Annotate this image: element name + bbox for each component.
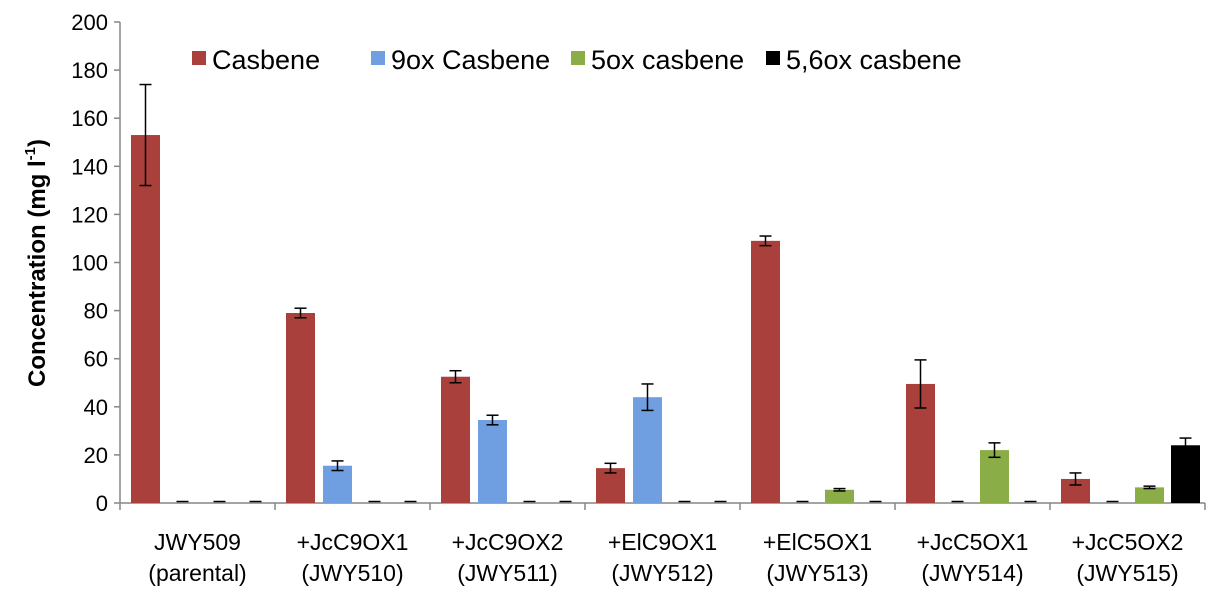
error-bar	[641, 383, 654, 412]
x-tick-label: JWY509	[154, 529, 241, 555]
error-bar	[1143, 485, 1156, 490]
y-tick-label: 0	[96, 491, 108, 516]
y-tick-label: 40	[84, 395, 108, 420]
x-tick-label-sub: (JWY514)	[921, 560, 1023, 586]
bar	[323, 465, 352, 503]
bar	[980, 450, 1009, 503]
y-tick-label: 160	[71, 106, 108, 131]
bar	[441, 376, 470, 503]
x-tick-label-sub: (JWY512)	[611, 560, 713, 586]
y-tick-label: 140	[71, 154, 108, 179]
error-bar	[486, 414, 499, 426]
x-tick-label-sub: (JWY515)	[1076, 560, 1178, 586]
bar	[1135, 487, 1164, 503]
legend-label: 9ox Casbene	[391, 45, 550, 75]
x-tick-label: +JcC9OX2	[452, 529, 564, 555]
error-bar	[833, 487, 846, 492]
error-bar	[1179, 437, 1192, 454]
x-tick-label-sub: (JWY513)	[766, 560, 868, 586]
bar	[1171, 445, 1200, 503]
error-bar	[759, 235, 772, 247]
error-bar	[988, 442, 1001, 459]
bar	[633, 397, 662, 503]
x-tick-label-sub: (parental)	[148, 560, 246, 586]
legend-label: 5ox casbene	[591, 45, 744, 75]
y-tick-label: 180	[71, 58, 108, 83]
bar	[751, 240, 780, 504]
legend-swatch	[192, 51, 206, 65]
legend-item: 9ox Casbene	[371, 45, 550, 75]
bar	[131, 135, 160, 503]
bars	[131, 135, 1200, 504]
bar	[825, 489, 854, 503]
y-tick-label: 20	[84, 443, 108, 468]
bar	[478, 420, 507, 503]
x-tick-label: +ElC9OX1	[608, 529, 717, 555]
legend-swatch	[371, 51, 385, 65]
x-tick-label: +JcC5OX1	[917, 529, 1029, 555]
y-tick-label: 80	[84, 299, 108, 324]
y-axis-title: Concentration (mg l-1)	[22, 139, 51, 387]
x-tick-label: +JcC9OX1	[297, 529, 409, 555]
error-bar	[914, 359, 927, 409]
error-bar	[604, 462, 617, 474]
error-bar	[331, 460, 344, 472]
error-bar	[139, 83, 152, 187]
y-tick-label: 100	[71, 251, 108, 276]
legend-item: 5,6ox casbene	[766, 45, 962, 75]
legend-item: Casbene	[192, 45, 320, 75]
legend-label: Casbene	[212, 45, 320, 75]
x-tick-label-sub: (JWY510)	[301, 560, 403, 586]
error-bars	[139, 83, 1192, 503]
error-bar	[449, 369, 462, 384]
y-tick-label: 200	[71, 10, 108, 35]
x-tick-label: +ElC5OX1	[763, 529, 872, 555]
axes: 0 20 40 60 80 100 120 140 160 180 200 JWY509 (parent…	[71, 10, 1206, 586]
y-tick-label: 120	[71, 202, 108, 227]
bar	[596, 468, 625, 503]
x-tick-label: +JcC5OX2	[1072, 529, 1184, 555]
x-tick-label-sub: (JWY511)	[457, 560, 558, 586]
error-bar	[294, 307, 307, 319]
legend-swatch	[571, 51, 585, 65]
legend-item: 5ox casbene	[571, 45, 744, 75]
legend-label: 5,6ox casbene	[786, 45, 962, 75]
y-tick-label: 60	[84, 347, 108, 372]
y-axis-label: Concentration (mg l-1)	[22, 139, 51, 387]
error-bar	[1069, 472, 1082, 486]
bar	[286, 313, 315, 503]
legend-swatch	[766, 51, 780, 65]
legend: Casbene 9ox Casbene 5ox casbene 5,6ox casbe…	[192, 45, 962, 75]
